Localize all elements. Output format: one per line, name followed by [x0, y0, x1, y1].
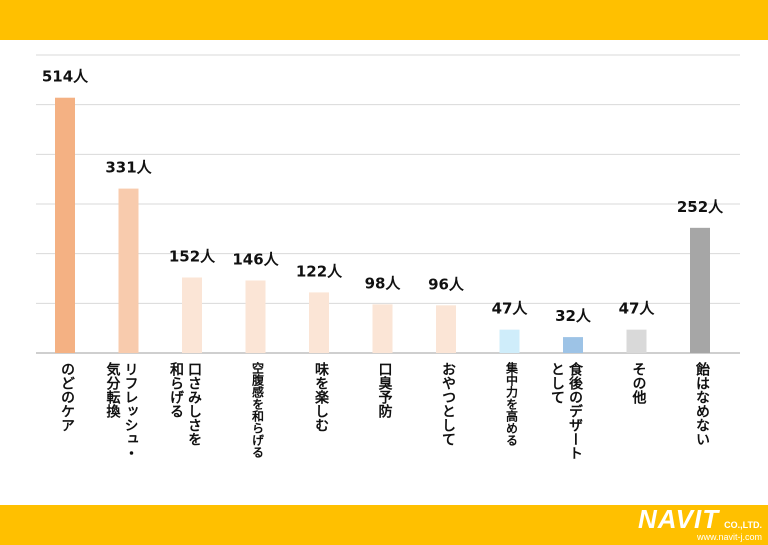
category-label: 口さみしさを 和らげる: [168, 362, 202, 446]
data-label: 331人: [105, 159, 152, 177]
brand-suffix: CO.,LTD.: [724, 520, 762, 530]
top-band: [0, 0, 768, 40]
data-label: 252人: [677, 198, 724, 216]
bottom-band: [0, 505, 768, 545]
value-labels: 514人 331人 152人 146人 122人 98人 96人 47人 32人 47人 252人: [42, 68, 724, 325]
bar: [626, 329, 647, 353]
category-label: 口臭予防: [376, 362, 393, 418]
bar: [55, 97, 75, 353]
bar: [499, 329, 520, 353]
brand-name: NAVIT: [638, 504, 720, 534]
category-label: 味を楽しむ: [313, 362, 329, 432]
data-label: 47人: [492, 300, 529, 318]
bar: [372, 304, 393, 353]
category-label: おやつとして: [440, 362, 456, 446]
data-label: 47人: [619, 300, 656, 318]
bar: [563, 337, 583, 353]
bar: [309, 292, 329, 353]
category-label: リフレッシュ・ 気分転換: [104, 362, 139, 460]
bar: [245, 280, 266, 353]
data-label: 32人: [555, 307, 592, 325]
data-label: 152人: [169, 248, 216, 266]
category-label: 集中力を高める: [504, 362, 519, 446]
data-label: 146人: [232, 250, 279, 268]
bar-chart: 514人 331人 152人 146人 122人 98人 96人 47人 32人 47人 252人: [36, 54, 740, 354]
data-label: 122人: [296, 262, 343, 280]
bars: [55, 97, 710, 353]
bar: [118, 188, 139, 353]
data-label: 98人: [365, 274, 402, 292]
category-label: 空腹感を和らげる: [250, 362, 265, 458]
category-label: のどのケア: [59, 362, 75, 432]
data-label: 514人: [42, 68, 89, 86]
category-label: その他: [630, 362, 647, 404]
category-label: 食後のデザート として: [549, 362, 583, 460]
data-label: 96人: [428, 275, 465, 293]
bar: [436, 305, 456, 353]
bar: [690, 227, 710, 353]
brand-logo: NAVIT CO.,LTD. www.navit-j.com: [638, 506, 762, 542]
brand-url: www.navit-j.com: [696, 532, 762, 542]
category-label: 飴はなめない: [694, 362, 710, 446]
bar: [182, 277, 202, 353]
